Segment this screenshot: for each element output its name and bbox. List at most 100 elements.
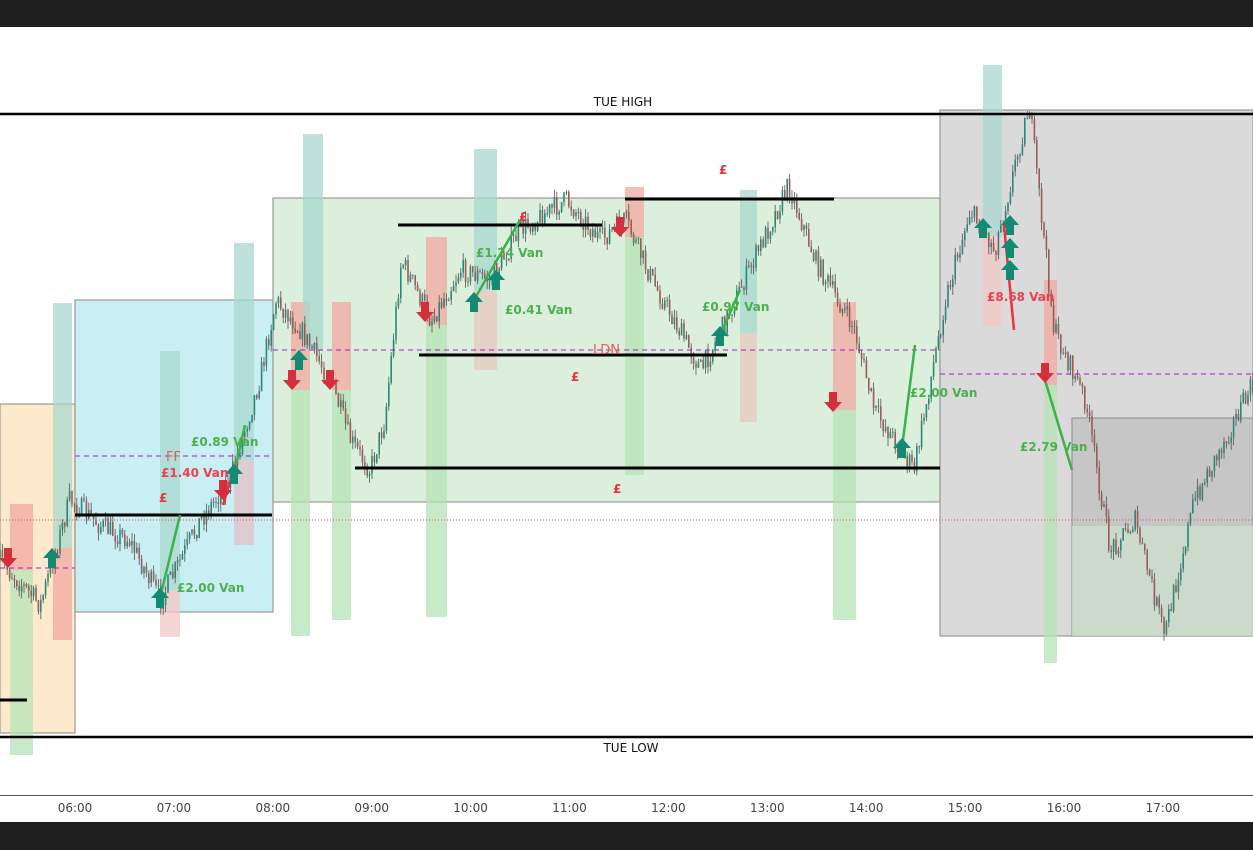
candle-body <box>925 404 928 418</box>
trade-label: £1.40 Van <box>161 466 228 480</box>
candle-body <box>150 571 152 583</box>
candle-body <box>412 274 414 276</box>
candle-body <box>1043 222 1045 236</box>
candle-body <box>630 220 632 235</box>
sell-arrow-icon <box>1036 363 1054 383</box>
candle-body <box>35 587 37 601</box>
candle-body <box>320 361 323 368</box>
candle-body <box>1036 139 1038 169</box>
candle-body <box>745 265 748 291</box>
candle-body <box>210 501 212 516</box>
candle-body <box>277 297 280 304</box>
candle-body <box>757 245 760 252</box>
candle-body <box>1184 547 1187 554</box>
candle-body <box>604 227 606 238</box>
candle-body <box>294 328 296 333</box>
candle-body <box>856 325 858 344</box>
candle-body <box>383 430 385 438</box>
trade-label: £2.79 Van <box>1020 440 1087 454</box>
candle-body <box>390 356 392 383</box>
candle-body <box>1232 418 1235 438</box>
candle-body <box>1153 578 1156 606</box>
candle-body <box>18 586 20 592</box>
candle-body <box>1204 482 1206 484</box>
candle-body <box>385 406 388 431</box>
candle-body <box>318 356 320 362</box>
trade-label: £8.68 Van <box>987 290 1054 304</box>
candle-body <box>551 204 553 208</box>
candle-body <box>841 308 844 313</box>
candle-body <box>1100 493 1103 507</box>
candle-body <box>577 211 580 213</box>
session-label-ldn: LDN <box>593 343 620 358</box>
candle-body <box>443 298 445 308</box>
candle-body <box>608 229 611 244</box>
candle-body <box>812 252 815 261</box>
candle-body <box>1175 585 1177 592</box>
candle-body <box>337 393 340 408</box>
candle-body <box>1086 409 1088 413</box>
candle-body <box>1084 386 1086 410</box>
candle-body <box>1141 542 1144 544</box>
candle-body <box>90 509 92 515</box>
candle-body <box>179 559 181 561</box>
candle-body <box>176 560 179 563</box>
candle-body <box>896 449 899 452</box>
session-label-ff: FF <box>166 450 181 465</box>
candle-body <box>512 234 515 236</box>
candle-body <box>803 225 805 230</box>
time-axis[interactable]: 06:00 07:00 08:00 09:00 10:00 11:00 12:00 13:00… <box>0 795 1253 822</box>
candle-body <box>556 197 558 215</box>
trade-path-line <box>1043 379 1074 471</box>
trade-zone <box>291 390 310 636</box>
candle-body <box>11 578 13 580</box>
candle-body <box>647 269 649 281</box>
candle-body <box>937 336 940 349</box>
candle-body <box>1033 118 1036 140</box>
candle-body <box>342 400 344 409</box>
candle-body <box>198 518 200 539</box>
candle-body <box>404 260 407 266</box>
candle-body <box>973 206 976 218</box>
candle-body <box>1031 115 1033 119</box>
candle-body <box>49 563 52 575</box>
candle-body <box>918 446 920 448</box>
candle-body <box>1026 118 1028 120</box>
candle-body <box>764 227 767 248</box>
candle-body <box>1230 437 1232 443</box>
candle-body <box>1168 609 1170 623</box>
candle-body <box>1151 575 1153 579</box>
candle-body <box>258 391 260 399</box>
candle-body <box>409 274 412 282</box>
trade-zone <box>1044 385 1057 663</box>
candle-body <box>1079 378 1081 385</box>
pound-marker: £ <box>613 482 621 496</box>
candle-body <box>112 521 114 536</box>
candle-body <box>388 382 390 407</box>
candle-body <box>1218 449 1220 461</box>
candle-body <box>462 260 464 273</box>
candle-body <box>280 297 282 309</box>
candle-body <box>1216 455 1218 461</box>
candle-body <box>824 281 827 285</box>
candle-body <box>570 206 572 211</box>
candle-body <box>188 533 191 539</box>
candle-body <box>808 228 810 247</box>
candle-body <box>304 323 306 345</box>
candle-body <box>695 363 697 368</box>
candle-body <box>47 574 49 582</box>
candle-body <box>520 220 522 225</box>
candle-body <box>20 586 23 592</box>
bottom-toolbar <box>0 822 1253 850</box>
candle-body <box>1072 355 1074 379</box>
candle-body <box>582 224 584 230</box>
candle-body <box>702 359 704 369</box>
sell-arrow-icon <box>0 548 17 568</box>
candle-body <box>637 238 640 240</box>
candle-body <box>1 549 4 558</box>
buy-arrow-icon <box>1001 215 1019 235</box>
range-box-lower <box>1072 526 1253 636</box>
candle-body <box>260 361 263 392</box>
buy-arrow-icon <box>893 438 911 458</box>
